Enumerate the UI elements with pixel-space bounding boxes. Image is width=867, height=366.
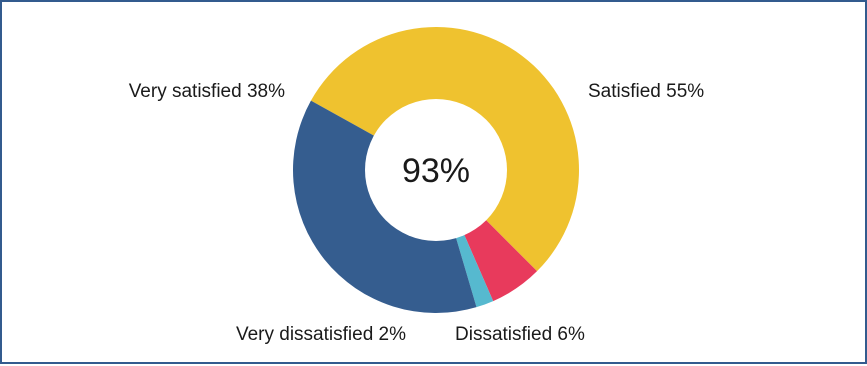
donut-hole bbox=[365, 99, 507, 241]
donut-slice-dissatisfied bbox=[463, 219, 538, 302]
donut-slice-very-dissatisfied bbox=[455, 234, 494, 308]
donut-slice-very-satisfied bbox=[293, 100, 477, 313]
slice-label-very-dissatisfied: Very dissatisfied 2% bbox=[236, 324, 406, 345]
center-percentage-label: 93% bbox=[402, 152, 470, 190]
donut-slice-satisfied bbox=[310, 26, 580, 272]
slice-label-satisfied: Satisfied 55% bbox=[588, 81, 704, 102]
donut-slices bbox=[293, 26, 580, 313]
slice-label-dissatisfied: Dissatisfied 6% bbox=[455, 324, 585, 345]
slice-label-very-satisfied: Very satisfied 38% bbox=[129, 81, 285, 102]
